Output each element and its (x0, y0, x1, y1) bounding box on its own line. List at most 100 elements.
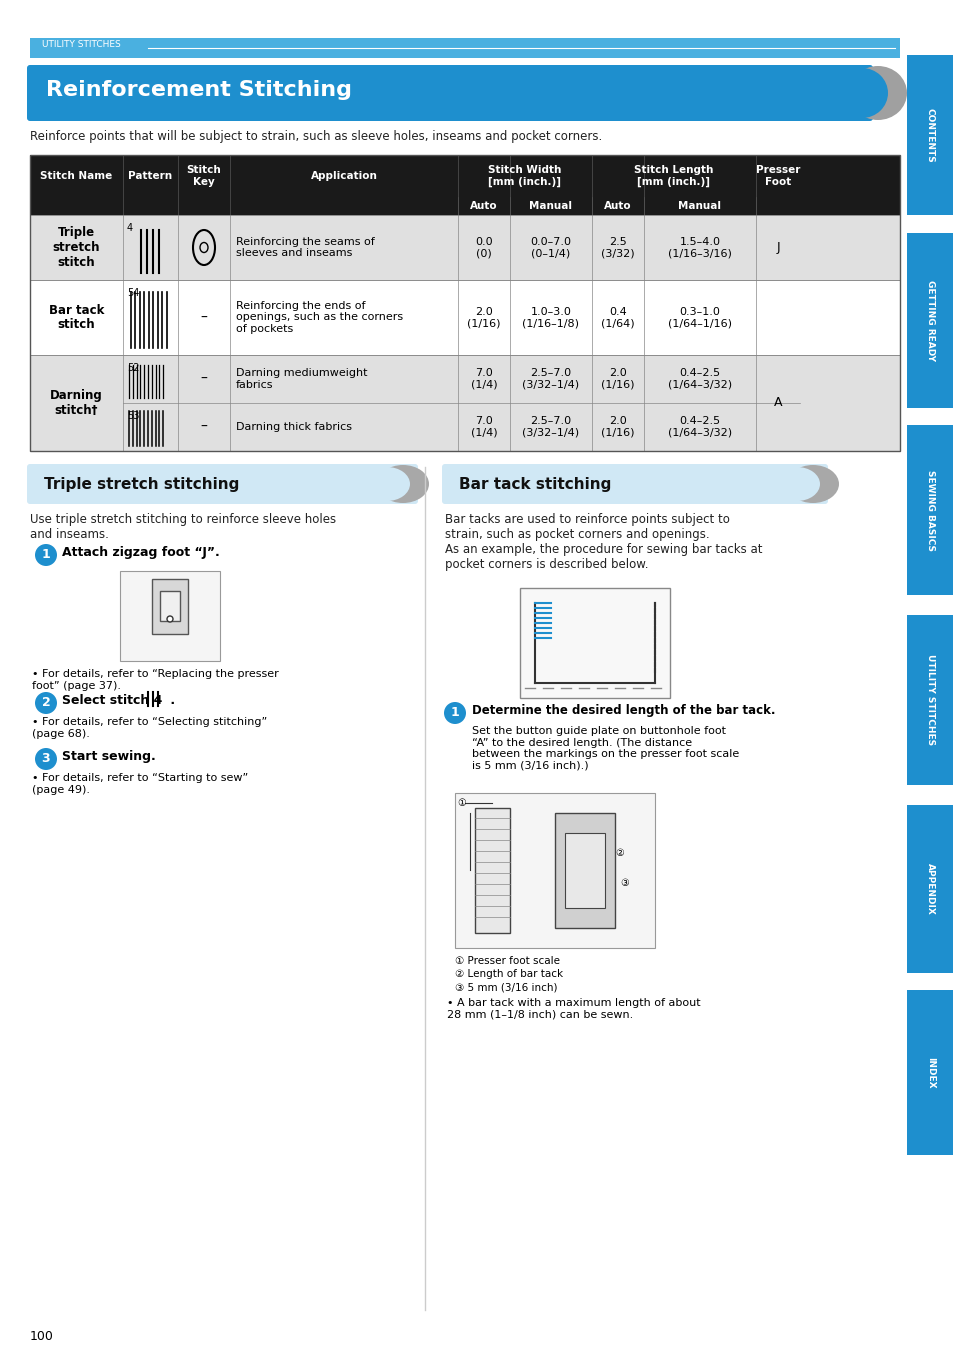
Ellipse shape (773, 466, 820, 501)
Text: Darning thick fabrics: Darning thick fabrics (235, 422, 352, 431)
Text: –: – (200, 372, 207, 386)
Text: Triple stretch stitching: Triple stretch stitching (44, 476, 239, 492)
Circle shape (35, 545, 57, 566)
Text: Manual: Manual (678, 201, 720, 212)
Bar (555, 813, 615, 927)
Text: ③ 5 mm (3/16 inch): ③ 5 mm (3/16 inch) (455, 981, 557, 992)
Bar (152, 580, 188, 634)
Text: 4: 4 (127, 222, 133, 233)
Text: Stitch Name: Stitch Name (40, 171, 112, 181)
Text: Pattern: Pattern (129, 171, 172, 181)
Text: Stitch Width
[mm (inch.)]: Stitch Width [mm (inch.)] (488, 164, 561, 187)
Text: J: J (776, 241, 779, 253)
Text: • For details, refer to “Starting to sew”
(page 49).: • For details, refer to “Starting to sew… (32, 772, 248, 794)
Text: Darning mediumweight
fabrics: Darning mediumweight fabrics (235, 368, 367, 390)
Bar (906, 233, 953, 408)
Text: Bar tacks are used to reinforce points subject to
strain, such as pocket corners: Bar tacks are used to reinforce points s… (444, 514, 761, 572)
Bar (906, 425, 953, 594)
Text: –: – (200, 421, 207, 434)
Text: • For details, refer to “Selecting stitching”
(page 68).: • For details, refer to “Selecting stitc… (32, 717, 267, 739)
Text: • For details, refer to “Replacing the presser
foot” (page 37).: • For details, refer to “Replacing the p… (32, 669, 278, 690)
Text: Reinforcement Stitching: Reinforcement Stitching (46, 80, 352, 100)
FancyBboxPatch shape (27, 65, 872, 121)
Text: Bar tack
stitch: Bar tack stitch (49, 303, 104, 332)
Text: 2: 2 (42, 697, 51, 709)
Text: 2.5–7.0
(3/32–1/4): 2.5–7.0 (3/32–1/4) (522, 417, 579, 438)
Text: INDEX: INDEX (925, 1057, 934, 1088)
Bar (564, 833, 604, 909)
Text: 2.0
(1/16): 2.0 (1/16) (600, 417, 634, 438)
Ellipse shape (376, 465, 429, 503)
Text: Manual: Manual (529, 201, 572, 212)
FancyBboxPatch shape (27, 464, 417, 504)
Text: Presser
Foot: Presser Foot (755, 166, 800, 187)
Text: Reinforcing the ends of
openings, such as the corners
of pockets: Reinforcing the ends of openings, such a… (235, 301, 403, 334)
Text: 52: 52 (127, 363, 139, 373)
Text: Auto: Auto (603, 201, 631, 212)
Ellipse shape (364, 466, 410, 501)
Text: UTILITY STITCHES: UTILITY STITCHES (42, 40, 121, 49)
Text: ②: ② (615, 848, 623, 857)
Text: Start sewing.: Start sewing. (62, 749, 155, 763)
Text: ①: ① (456, 798, 465, 807)
Text: CONTENTS: CONTENTS (925, 108, 934, 162)
Circle shape (35, 692, 57, 714)
Text: Determine the desired length of the bar tack.: Determine the desired length of the bar … (472, 704, 775, 717)
Text: 2.5
(3/32): 2.5 (3/32) (600, 237, 634, 259)
Text: Use triple stretch stitching to reinforce sleeve holes
and inseams.: Use triple stretch stitching to reinforc… (30, 514, 335, 541)
Text: Attach zigzag foot “J”.: Attach zigzag foot “J”. (62, 546, 219, 559)
Text: Set the button guide plate on buttonhole foot
“A” to the desired length. (The di: Set the button guide plate on buttonhole… (472, 727, 739, 771)
Bar (475, 807, 510, 933)
Text: ③: ③ (619, 878, 628, 888)
Circle shape (167, 616, 172, 621)
Text: Stitch
Key: Stitch Key (187, 166, 221, 187)
Text: 1.5–4.0
(1/16–3/16): 1.5–4.0 (1/16–3/16) (667, 237, 731, 259)
Text: 7.0
(1/4): 7.0 (1/4) (470, 368, 497, 390)
Text: .: . (166, 694, 175, 706)
Text: Triple
stretch
stitch: Triple stretch stitch (52, 226, 100, 270)
Text: 0.4–2.5
(1/64–3/32): 0.4–2.5 (1/64–3/32) (667, 417, 731, 438)
Bar (906, 615, 953, 785)
Ellipse shape (835, 67, 887, 119)
Text: • A bar tack with a maximum length of about
28 mm (1–1/8 inch) can be sewn.: • A bar tack with a maximum length of ab… (447, 998, 700, 1019)
Circle shape (35, 748, 57, 770)
Text: 0.0
(0): 0.0 (0) (475, 237, 493, 259)
Text: GETTING READY: GETTING READY (925, 280, 934, 361)
Text: 2.5–7.0
(3/32–1/4): 2.5–7.0 (3/32–1/4) (522, 368, 579, 390)
Text: 7.0
(1/4): 7.0 (1/4) (470, 417, 497, 438)
Bar (30, 197, 899, 214)
Bar (906, 55, 953, 214)
Bar (519, 588, 669, 698)
Bar (906, 989, 953, 1155)
Text: 0.4–2.5
(1/64–3/32): 0.4–2.5 (1/64–3/32) (667, 368, 731, 390)
Text: ① Presser foot scale: ① Presser foot scale (455, 956, 559, 967)
Bar (30, 214, 899, 280)
Text: 53: 53 (127, 411, 139, 421)
Bar (906, 805, 953, 973)
Bar (30, 38, 899, 58)
Bar (160, 590, 180, 621)
Text: Auto: Auto (470, 201, 497, 212)
Circle shape (443, 702, 465, 724)
Bar (30, 155, 899, 452)
Text: 0.4
(1/64): 0.4 (1/64) (600, 307, 634, 329)
Text: 0.3–1.0
(1/64–1/16): 0.3–1.0 (1/64–1/16) (667, 307, 731, 329)
Bar (30, 355, 899, 452)
Text: 2.0
(1/16): 2.0 (1/16) (600, 368, 634, 390)
Text: A: A (773, 396, 781, 410)
Text: Bar tack stitching: Bar tack stitching (458, 476, 611, 492)
Bar (120, 572, 220, 661)
Ellipse shape (786, 465, 838, 503)
Text: 100: 100 (30, 1330, 53, 1343)
Text: SEWING BASICS: SEWING BASICS (925, 469, 934, 550)
Text: 2.0
(1/16): 2.0 (1/16) (467, 307, 500, 329)
Text: Application: Application (311, 171, 377, 181)
Text: 1.0–3.0
(1/16–1/8): 1.0–3.0 (1/16–1/8) (522, 307, 578, 329)
Text: 0.0–7.0
(0–1/4): 0.0–7.0 (0–1/4) (530, 237, 571, 259)
Text: 3: 3 (42, 752, 51, 766)
Text: 1: 1 (42, 549, 51, 562)
Bar (30, 155, 899, 197)
Bar (30, 280, 899, 355)
Text: 54: 54 (127, 288, 139, 298)
Bar (455, 793, 655, 948)
